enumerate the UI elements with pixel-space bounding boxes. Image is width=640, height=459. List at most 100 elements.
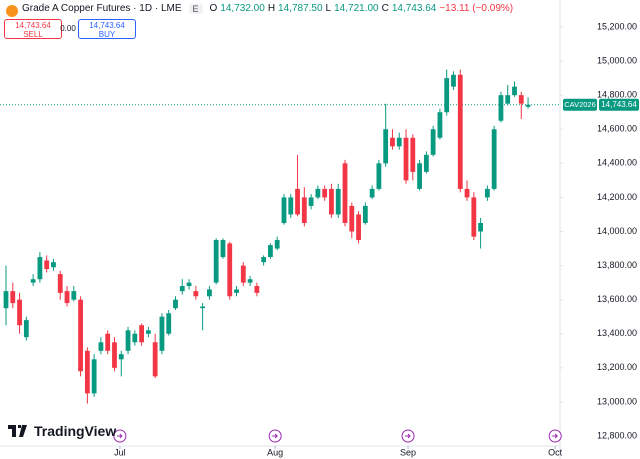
badge: E	[188, 3, 203, 14]
sell-label: SELL	[23, 30, 43, 39]
event-arrow	[116, 433, 123, 439]
header: Grade A Copper Futures · 1D · LME E O 14,…	[22, 3, 513, 14]
y-tick-label: 14,800.00	[597, 90, 637, 100]
candle-body	[112, 342, 117, 368]
candle-body	[91, 359, 97, 394]
candle-body	[173, 299, 178, 309]
candle-body	[457, 74, 463, 189]
event-icon	[113, 429, 127, 443]
y-tick-label: 15,000.00	[597, 55, 637, 65]
candle-body	[98, 342, 104, 351]
candle-body	[335, 188, 341, 215]
candle-body	[254, 286, 260, 293]
y-tick-label: 13,400.00	[597, 328, 637, 338]
candle-body	[288, 197, 294, 215]
candle-body	[484, 188, 490, 198]
candle-body	[268, 245, 273, 258]
candle-body	[444, 78, 450, 113]
brand-logo	[8, 425, 27, 437]
candle-body	[390, 137, 395, 147]
candle-body	[362, 205, 368, 223]
title: Grade A Copper Futures · 1D · LME	[22, 3, 182, 14]
candle-body	[84, 350, 90, 394]
candle-body	[105, 333, 111, 351]
candle-body	[512, 86, 517, 96]
candle-body	[261, 257, 267, 263]
candle-body	[274, 240, 280, 249]
candle-body	[301, 197, 307, 223]
event-arrow	[552, 433, 558, 439]
candle-body	[491, 129, 497, 189]
candle-body	[37, 257, 43, 280]
candle-body	[145, 330, 151, 334]
event-arrow	[405, 433, 411, 439]
candle-body	[227, 243, 233, 297]
candle-body	[471, 197, 477, 237]
y-tick-label: 13,200.00	[597, 362, 637, 372]
y-tick-label: 13,800.00	[597, 260, 637, 270]
candle-body	[247, 279, 253, 283]
event-icon	[548, 429, 562, 443]
brand-name: TradingView	[34, 423, 117, 439]
candle-body	[159, 316, 165, 351]
symbol-icon	[6, 5, 18, 17]
candle-body	[71, 291, 77, 300]
x-tick-label: Sep	[400, 447, 416, 457]
y-tick-label: 14,200.00	[597, 192, 637, 202]
candle-body	[51, 262, 56, 268]
candle-body	[369, 188, 375, 198]
x-tick-label: Jul	[114, 447, 126, 457]
buy-label: BUY	[98, 30, 116, 39]
candle-body	[478, 222, 483, 232]
candle-body	[23, 320, 29, 338]
event-arrow	[272, 433, 278, 439]
candle-body	[186, 282, 192, 287]
buy-button[interactable]: 14,743.64 BUY	[78, 19, 136, 39]
l-value: 14,721.00	[334, 3, 379, 14]
candle-body	[376, 163, 382, 189]
candle-body	[322, 188, 328, 198]
x-tick-label: Aug	[267, 447, 283, 457]
candle-body	[308, 197, 314, 206]
candle-body	[44, 260, 50, 269]
c-value: 14,743.64	[391, 3, 437, 14]
candle-body	[451, 74, 456, 87]
price-tag-label: 14,743.64	[601, 100, 637, 109]
candle-body	[132, 333, 138, 343]
candle-body	[498, 95, 504, 121]
event-icon	[268, 429, 282, 443]
candle-body	[396, 137, 402, 147]
brand: TradingView	[8, 423, 116, 439]
l-label: L	[325, 3, 332, 14]
o-value: 14,732.00	[220, 3, 265, 14]
candle-body	[166, 313, 172, 334]
c-label: C	[381, 3, 389, 14]
y-tick-label: 13,600.00	[597, 294, 637, 304]
candle-body	[234, 289, 239, 293]
candle-body	[417, 163, 422, 189]
price-tag	[599, 98, 639, 111]
candle-body	[193, 291, 199, 297]
candle-body	[410, 137, 416, 172]
candle-body	[10, 291, 16, 304]
candle-body	[200, 306, 206, 309]
o-label: O	[209, 3, 218, 14]
event-icon	[401, 429, 415, 443]
candle-body	[349, 205, 355, 232]
candle-body	[423, 154, 429, 172]
y-tick-label: 12,800.00	[597, 430, 637, 440]
candle-body	[342, 163, 348, 223]
buy-price: 14,743.64	[89, 21, 125, 30]
candle-body	[118, 354, 124, 360]
candle-body	[525, 104, 531, 107]
candle-body	[240, 265, 246, 283]
candle-body	[295, 188, 300, 215]
h-value: 14,787.50	[278, 3, 323, 14]
candle-body	[207, 289, 212, 297]
candle-body	[3, 291, 9, 309]
sell-button[interactable]: 14,743.64 SELL	[4, 19, 62, 39]
candle-body	[383, 129, 389, 164]
y-tick-label: 14,400.00	[597, 158, 637, 168]
y-tick-label: 14,600.00	[597, 124, 637, 134]
